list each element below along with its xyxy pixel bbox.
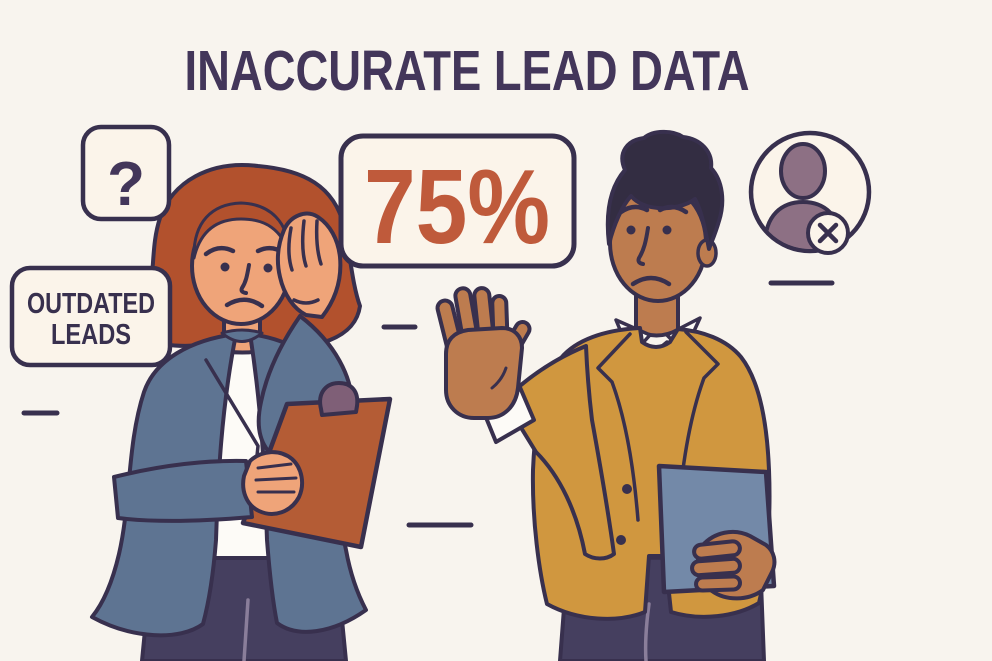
outdated-leads-box: [9, 265, 173, 368]
man-folder-finger: [694, 574, 743, 593]
woman-frown-mouth: [224, 297, 265, 309]
man-hair: [605, 129, 725, 251]
woman-grip-finger-lines: [254, 462, 298, 494]
man-left-eye: [626, 225, 636, 235]
man-frown-mouth: [630, 275, 672, 287]
question-mark-icon: ?: [107, 150, 145, 219]
man-nose: [636, 226, 650, 266]
woman-hand-on-forehead: [275, 211, 343, 319]
woman-figure: [90, 163, 393, 661]
outdated-leads-line1: OUTDATED: [27, 288, 155, 320]
clipboard-clip: [318, 381, 360, 417]
outdated-leads-badge: OUTDATED LEADS: [9, 265, 173, 368]
x-mark: [817, 222, 839, 244]
man-eyebrows: [618, 204, 689, 215]
woman-hand-on-clipboard: [241, 450, 305, 516]
woman-blazer-collar: [220, 328, 264, 343]
woman-finger-lines: [287, 219, 323, 305]
woman-right-eye: [263, 263, 273, 273]
question-badge: ?: [80, 124, 172, 222]
woman-skirt-slit: [242, 598, 250, 661]
man-folder-finger: [692, 539, 742, 561]
man-hand-on-folder: [690, 529, 777, 601]
stat-box: [338, 133, 577, 269]
stat-badge: 75%: [338, 133, 577, 269]
question-box: [80, 124, 172, 222]
man-figure: [435, 129, 777, 661]
stat-value: 75%: [364, 148, 550, 266]
user-x-icon: [748, 130, 872, 255]
woman-left-eye: [220, 262, 230, 272]
man-palm: [444, 326, 524, 420]
woman-forearm-sleeve: [112, 458, 254, 523]
avatar-head: [779, 142, 827, 200]
decorative-dashes: [21, 280, 835, 528]
man-folder-finger: [690, 556, 742, 578]
man-pants-crease: [643, 602, 651, 661]
man-palm-line: [490, 366, 508, 390]
man-jacket-button: [616, 535, 626, 545]
man-jacket-button: [622, 484, 632, 494]
page-title: INACCURATE LEAD DATA: [185, 39, 750, 103]
woman-nose: [239, 263, 251, 295]
man-right-eye: [662, 225, 672, 235]
man-open-hand: [435, 286, 532, 420]
outdated-leads-line2: LEADS: [51, 319, 131, 351]
